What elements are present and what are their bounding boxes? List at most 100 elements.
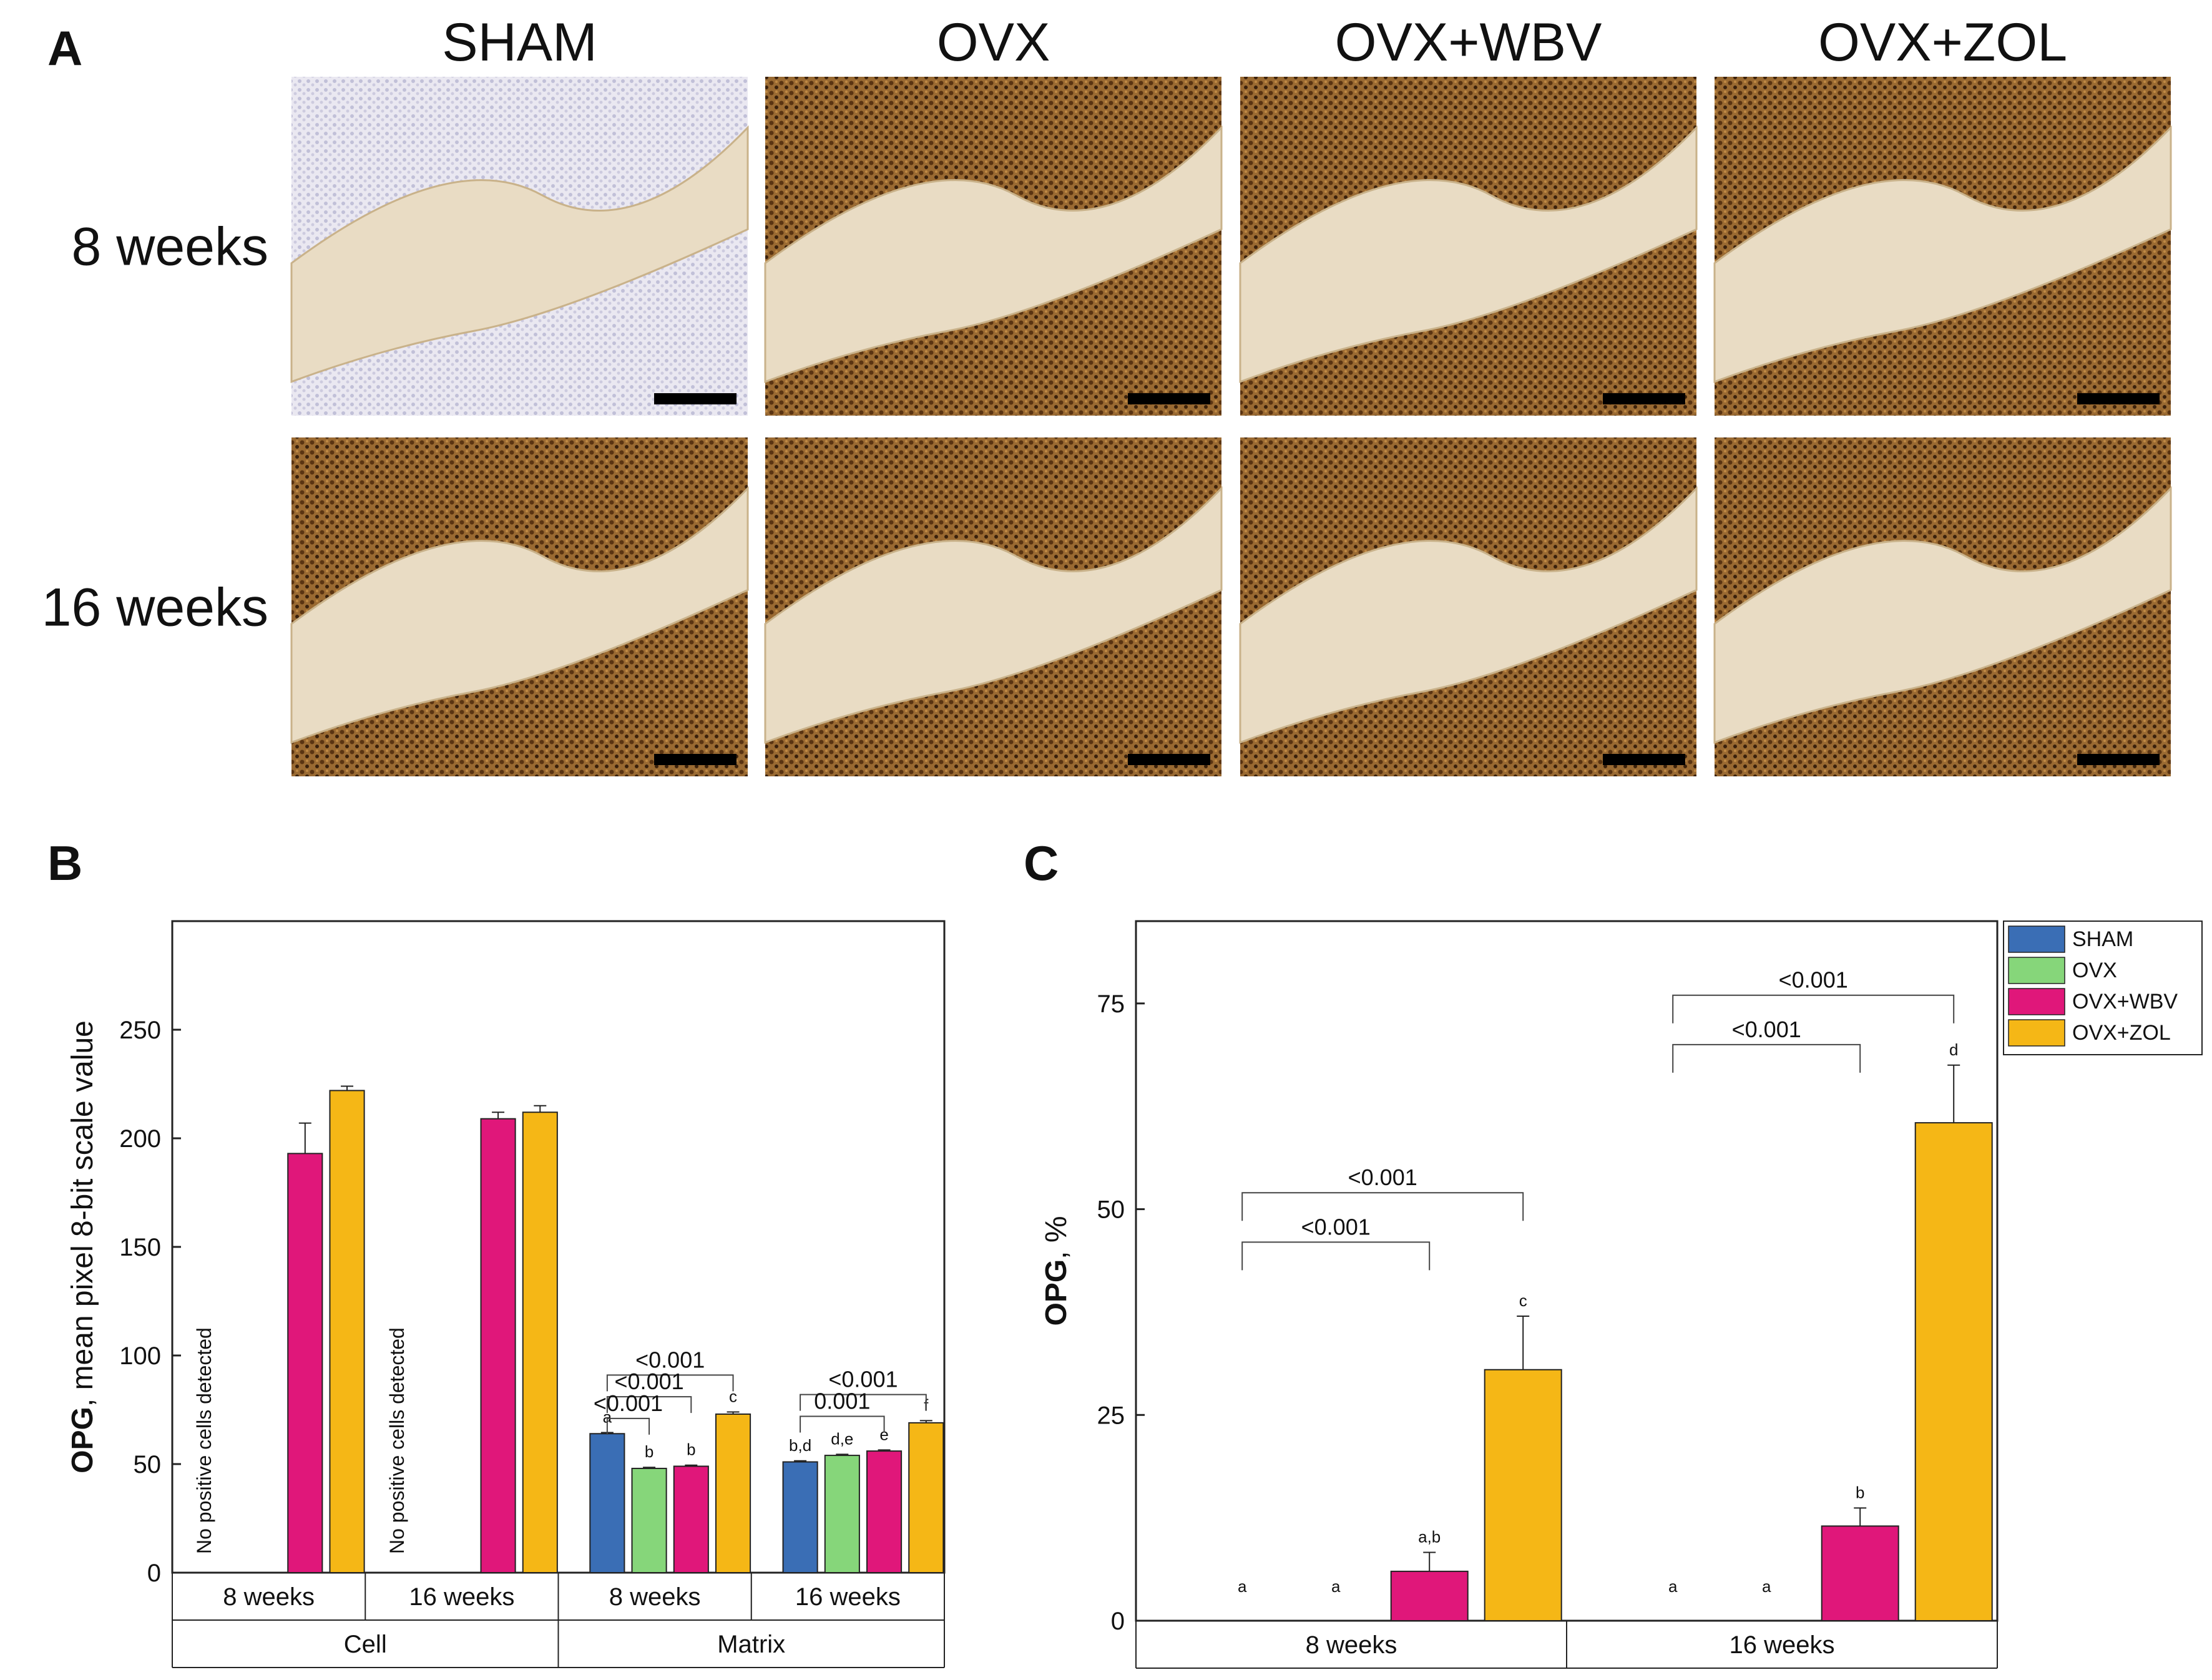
y-tick-label: 75 (1097, 990, 1125, 1018)
significance-letter: a (603, 1408, 612, 1427)
bone-trabecula (764, 486, 1223, 744)
significance-bracket (606, 1396, 692, 1414)
bar (673, 1465, 709, 1573)
x-category-label: 16 weeks (795, 1583, 901, 1611)
bar (329, 1090, 365, 1573)
scale-bar (1603, 754, 1685, 765)
bar (1484, 1369, 1562, 1621)
legend-label: OVX (2072, 959, 2117, 982)
no-positive-note: No positive cells detected (193, 1327, 215, 1554)
y-tick-label: 250 (119, 1017, 161, 1044)
panel-c-letter: C (1024, 836, 1059, 891)
legend-swatch (2008, 925, 2065, 953)
micrograph-image (764, 77, 1223, 416)
micrograph-image (764, 437, 1223, 776)
plot-frame (1135, 920, 1999, 1622)
micrograph-image (1713, 77, 2172, 416)
significance-bracket (800, 1415, 885, 1433)
significance-letter: b (687, 1440, 695, 1459)
significance-letter: b,d (789, 1436, 811, 1455)
bone-trabecula (290, 486, 749, 744)
column-header: OVX (937, 12, 1050, 72)
bar (1914, 1122, 1993, 1622)
scale-bar (1128, 393, 1210, 404)
significance-letter: c (1519, 1291, 1527, 1310)
scale-bar (1128, 754, 1210, 765)
bone-trabecula (1713, 486, 2172, 744)
micrograph-image (1239, 437, 1698, 776)
scale-bar (654, 754, 737, 765)
significance-bracket (1672, 994, 1955, 1023)
significance-letter: b (645, 1442, 653, 1461)
significance-letter: d (1949, 1040, 1958, 1059)
scale-bar (2077, 393, 2160, 404)
panel-b-chart: 0 50 100 150 200 250 OPG, mean pixel 8-bit sca… (66, 920, 946, 1668)
y-axis-label: OPG, mean pixel 8-bit scale value (66, 1020, 99, 1473)
bar (715, 1413, 751, 1573)
significance-letter: c (729, 1387, 737, 1405)
p-value-label: 0.001 (814, 1388, 870, 1414)
bone-trabecula (290, 125, 749, 383)
column-header: OVX+ZOL (1818, 12, 2067, 72)
legend-label: SHAM (2072, 927, 2133, 951)
p-value-label: <0.001 (635, 1347, 705, 1372)
y-tick-label: 50 (134, 1451, 162, 1478)
x-parent-category-label: Matrix (717, 1631, 785, 1658)
column-header: OVX+WBV (1335, 12, 1602, 72)
y-tick-label: 150 (119, 1234, 161, 1261)
bar (824, 1455, 860, 1574)
significance-letter: a (1331, 1577, 1341, 1596)
column-header: SHAM (442, 12, 597, 72)
x-parent-category-label: Cell (344, 1631, 387, 1658)
significance-bracket (606, 1374, 734, 1392)
scale-bar (654, 393, 737, 404)
y-tick-label: 25 (1097, 1402, 1125, 1429)
y-tick-label: 100 (119, 1342, 161, 1370)
bone-trabecula (1239, 486, 1698, 744)
significance-letter: a (1238, 1577, 1247, 1596)
significance-bracket (1672, 1043, 1861, 1073)
no-positive-note: No positive cells detected (386, 1327, 408, 1554)
significance-letter: b (1856, 1483, 1864, 1502)
micrograph-image (290, 77, 749, 416)
bar (631, 1467, 667, 1573)
bar (1821, 1525, 1899, 1621)
bar (287, 1153, 323, 1573)
significance-bracket (1241, 1192, 1524, 1221)
scale-bar (1603, 393, 1685, 404)
row-label: 16 weeks (42, 578, 268, 638)
significance-bracket (1241, 1241, 1431, 1271)
x-category-label: 8 weeks (223, 1583, 315, 1611)
y-tick-label: 0 (147, 1560, 161, 1587)
p-value-label: <0.001 (615, 1369, 684, 1394)
bar (782, 1461, 818, 1574)
scale-bar (2077, 754, 2160, 765)
bone-trabecula (1239, 125, 1698, 383)
y-tick-label: 0 (1111, 1608, 1125, 1635)
micrograph-image (290, 437, 749, 776)
y-axis-label-bold: OPG (1040, 1259, 1073, 1326)
panel-b-letter: B (47, 836, 82, 891)
y-axis-label: OPG, % (1040, 1216, 1073, 1326)
y-axis-label-rest: , % (1040, 1216, 1073, 1259)
x-category-label: 16 weeks (1730, 1631, 1835, 1659)
legend-label: OVX+ZOL (2072, 1021, 2171, 1045)
panel-a-letter: A (47, 21, 82, 76)
legend-swatch (2008, 957, 2065, 984)
bone-trabecula (764, 125, 1223, 383)
p-value-label: <0.001 (828, 1367, 898, 1392)
legend-swatch (2008, 1019, 2065, 1047)
bar (589, 1433, 625, 1574)
panel-c-chart: 0 25 50 75 OPG, % 8 weeks 16 weeks a a a,b c a a b d <0… (1040, 920, 2203, 1669)
significance-letter: a (1668, 1577, 1678, 1596)
x-category-label: 16 weeks (409, 1583, 514, 1611)
p-value-label: <0.001 (1779, 967, 1848, 993)
y-tick-label: 50 (1097, 1196, 1125, 1224)
significance-letter: e (879, 1425, 888, 1443)
bar (866, 1450, 903, 1574)
p-value-label: <0.001 (1301, 1214, 1371, 1239)
bar (522, 1111, 558, 1573)
x-category-label: 8 weeks (1306, 1631, 1397, 1659)
p-value-label: <0.001 (594, 1390, 663, 1416)
